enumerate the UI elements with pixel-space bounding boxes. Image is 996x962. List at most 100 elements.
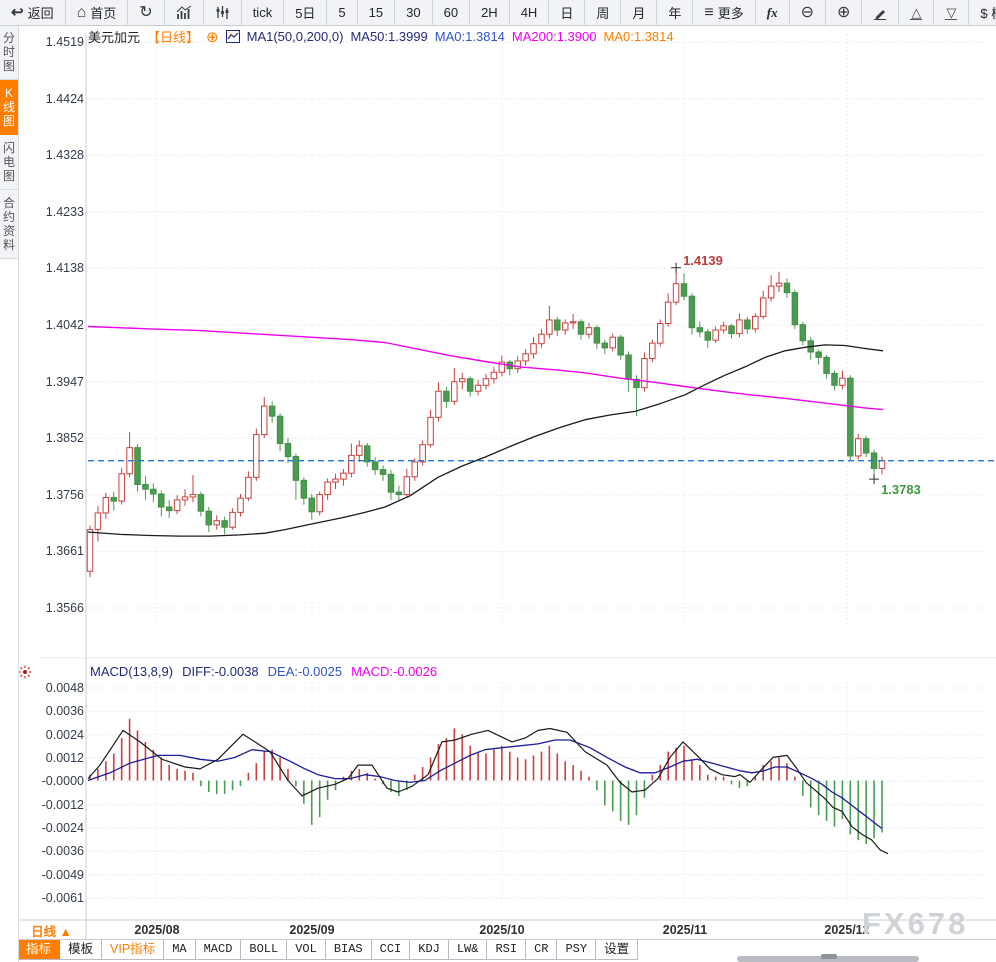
tab-指标[interactable]: 指标 xyxy=(17,940,61,960)
zoom-in-icon: ⊕ xyxy=(836,3,851,21)
tab-KDJ[interactable]: KDJ xyxy=(410,940,449,960)
toolbar-interval-5d-label: 5日 xyxy=(295,6,316,21)
toolbar-interval-day-label: 日 xyxy=(560,6,574,21)
pencil-icon xyxy=(873,6,887,20)
toolbar-interval-month[interactable]: 月 xyxy=(621,0,658,25)
macd-dea-value: DEA:-0.0025 xyxy=(267,664,343,679)
tab-VIP指标[interactable]: VIP指标 xyxy=(102,940,165,960)
triangle-down-icon: ▽ xyxy=(945,4,958,20)
toolbar-fx-label: fx xyxy=(766,4,778,20)
toolbar-more-label: 更多 xyxy=(717,6,744,21)
horizontal-scrollbar[interactable] xyxy=(737,954,919,962)
triangle-up-icon: △ xyxy=(910,4,923,20)
ma-lines-layer xyxy=(87,325,884,537)
toolbar-triangle-down[interactable]: ▽ xyxy=(934,0,970,25)
sidebar-char: 图 xyxy=(2,59,15,73)
macd-diff-value: DIFF:-0.0038 xyxy=(182,664,259,679)
menu-icon: ≡ xyxy=(704,3,714,21)
sidebar-char: 闪 xyxy=(2,141,15,155)
add-indicator-icon[interactable]: ⊕ xyxy=(206,28,219,46)
sidebar-char: 合 xyxy=(2,196,15,210)
indicator-tabbar: 指标 模板 VIP指标 MA MACD BOLL VOL BIAS CCI KDJ LW& RSI CR… xyxy=(17,940,639,960)
tab-RSI[interactable]: RSI xyxy=(487,940,527,960)
toolbar-home[interactable]: ⌂ 首页 xyxy=(66,0,129,25)
tab-MACD[interactable]: MACD xyxy=(195,940,242,960)
grid-layer xyxy=(88,35,985,910)
bar-chart-icon xyxy=(176,6,192,19)
toolbar-interval-4h[interactable]: 4H xyxy=(510,0,550,25)
toolbar-interval-tick[interactable]: tick xyxy=(242,0,285,25)
sidebar-char: 电 xyxy=(2,155,15,169)
toolbar-interval-60-label: 60 xyxy=(443,5,459,20)
toolbar-chart-type-bar[interactable] xyxy=(165,0,204,25)
scrollbar-grip[interactable] xyxy=(821,954,837,959)
tab-CR[interactable]: CR xyxy=(526,940,558,960)
macd-layer xyxy=(87,718,889,855)
toolbar-triangle-up[interactable]: △ xyxy=(899,0,935,25)
toolbar-interval-30[interactable]: 30 xyxy=(395,0,433,25)
toolbar-fx[interactable]: fx xyxy=(756,0,790,25)
ma50-value: MA50:1.3999 xyxy=(350,29,428,44)
period-label[interactable]: 【日线】 xyxy=(147,30,200,45)
sidebar-char: K xyxy=(4,86,13,100)
axis-lines-layer xyxy=(16,35,996,940)
toolbar-home-label: 首页 xyxy=(90,6,117,21)
toolbar-interval-30-label: 30 xyxy=(406,5,421,20)
toolbar-interval-month-label: 月 xyxy=(632,6,646,21)
tab-LW&[interactable]: LW& xyxy=(448,940,488,960)
toolbar-interval-day[interactable]: 日 xyxy=(549,0,586,25)
toolbar-interval-5-label: 5 xyxy=(338,5,346,20)
kline-mini-icon[interactable] xyxy=(225,30,240,43)
tab-BIAS[interactable]: BIAS xyxy=(325,940,372,960)
sidebar-char: 线 xyxy=(2,100,15,114)
toolbar-interval-year[interactable]: 年 xyxy=(657,0,694,25)
home-icon: ⌂ xyxy=(76,3,87,21)
toolbar-interval-tick-label: tick xyxy=(252,5,273,20)
toolbar-more[interactable]: ≡ 更多 xyxy=(693,0,756,25)
tab-MA[interactable]: MA xyxy=(164,940,196,960)
macd-params: MACD(13,8,9) xyxy=(90,664,174,679)
tab-VOL[interactable]: VOL xyxy=(287,940,326,960)
tab-CCI[interactable]: CCI xyxy=(371,940,411,960)
macd-value: MACD:-0.0026 xyxy=(351,664,438,679)
candlesticks-layer xyxy=(86,267,886,578)
toolbar-draw[interactable] xyxy=(862,0,900,25)
back-arrow-icon: ↩ xyxy=(11,4,24,21)
toolbar-back-label: 返回 xyxy=(27,6,54,21)
tab-设置[interactable]: 设置 xyxy=(596,940,639,960)
toolbar-interval-15[interactable]: 15 xyxy=(358,0,396,25)
tab-PSY[interactable]: PSY xyxy=(557,940,597,960)
sidebar-item-0[interactable]: 分时图 xyxy=(0,25,18,80)
ma0-blue-value: MA0:1.3814 xyxy=(434,29,505,44)
toolbar-interval-5d[interactable]: 5日 xyxy=(284,0,328,25)
annotation-markers xyxy=(671,262,880,485)
toolbar-interval-4h-label: 4H xyxy=(520,5,538,20)
toolbar-interval-week[interactable]: 周 xyxy=(585,0,622,25)
sidebar-char: 料 xyxy=(2,238,15,252)
sidebar-char: 图 xyxy=(2,169,15,183)
toolbar-interval-2h[interactable]: 2H xyxy=(470,0,510,25)
indicator-settings-icon[interactable] xyxy=(18,665,32,684)
toolbar-interval-60[interactable]: 60 xyxy=(433,0,471,25)
toolbar-sim-trade-label: $ 模 xyxy=(980,6,996,21)
toolbar-back[interactable]: ↩ 返回 xyxy=(0,0,66,25)
ma0-orange-value: MA0:1.3814 xyxy=(603,29,674,44)
tab-模板[interactable]: 模板 xyxy=(60,940,103,960)
toolbar-interval-2h-label: 2H xyxy=(481,5,498,20)
sidebar-item-3[interactable]: 合约资料 xyxy=(0,190,18,259)
toolbar-refresh[interactable]: ↻ xyxy=(128,0,165,25)
toolbar-zoom-out[interactable]: ⊖ xyxy=(790,0,826,25)
period-selector[interactable]: 日线 ▲ xyxy=(31,924,72,939)
sidebar-item-2[interactable]: 闪电图 xyxy=(0,135,18,190)
toolbar-sim-trade[interactable]: $ 模 xyxy=(969,0,996,25)
toolbar-zoom-in[interactable]: ⊕ xyxy=(826,0,863,25)
toolbar-chart-type-volume[interactable] xyxy=(204,0,242,25)
chart-title-row: 美元加元 【日线】 ⊕ MA1(50,0,200,0) MA50:1.3999 … xyxy=(88,27,674,46)
fx678-watermark: FX678 xyxy=(862,906,969,941)
toolbar-interval-5[interactable]: 5 xyxy=(327,0,358,25)
tab-BOLL[interactable]: BOLL xyxy=(241,940,288,960)
